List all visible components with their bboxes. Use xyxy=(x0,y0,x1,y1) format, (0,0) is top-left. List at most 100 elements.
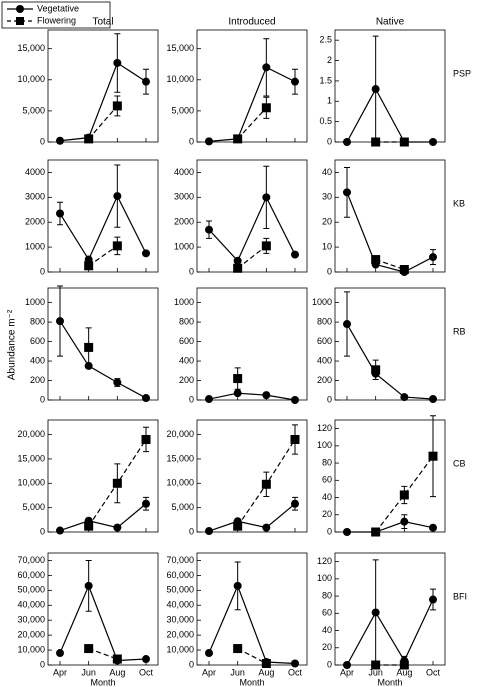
marker xyxy=(233,374,243,384)
marker xyxy=(262,193,271,202)
marker xyxy=(261,241,271,251)
y-tick-label: 15,000 xyxy=(166,453,194,463)
marker xyxy=(142,499,150,508)
plot-frame xyxy=(334,287,446,401)
y-tick-label: 30,000 xyxy=(166,615,194,625)
marker xyxy=(371,660,381,670)
y-tick-label: 20 xyxy=(322,509,332,519)
y-tick-label: 30 xyxy=(322,192,332,202)
y-tick-label: 15,000 xyxy=(166,43,194,53)
y-tick-label: 40,000 xyxy=(166,600,194,610)
marker xyxy=(261,479,271,489)
series-line xyxy=(59,194,147,261)
marker xyxy=(84,521,94,531)
marker xyxy=(233,521,243,531)
plot-frame xyxy=(47,552,159,666)
panel: 0 5,000 10,000 15,000 20,000 xyxy=(17,419,159,536)
series-line xyxy=(208,584,296,665)
y-tick-label: 600 xyxy=(317,336,332,346)
y-tick-label: 5,000 xyxy=(22,105,45,115)
y-tick-label: 5,000 xyxy=(22,502,45,512)
y-tick-label: 15,000 xyxy=(17,453,45,463)
x-tick-label: Oct xyxy=(139,667,154,677)
y-tick-label: 200 xyxy=(317,375,332,385)
y-tick-label: 40 xyxy=(322,625,332,635)
marker xyxy=(233,389,242,398)
marker xyxy=(113,192,122,201)
row-label: RB xyxy=(453,326,466,336)
plot-frame xyxy=(334,419,446,533)
panel: 0 200 400 600 800 1000 xyxy=(25,285,159,404)
marker xyxy=(429,138,437,146)
panel: 0 5,000 10,000 15,000 20,000 xyxy=(166,419,308,536)
marker xyxy=(84,261,94,271)
marker xyxy=(233,263,243,273)
marker xyxy=(262,391,271,400)
y-tick-label: 0 xyxy=(40,266,45,276)
y-tick-label: 0 xyxy=(40,136,45,146)
marker xyxy=(205,137,213,146)
y-tick-label: 60 xyxy=(322,608,332,618)
y-tick-label: 30,000 xyxy=(17,615,45,625)
y-tick-label: 2.5 xyxy=(319,35,332,45)
marker xyxy=(84,581,93,590)
series-line xyxy=(237,107,267,140)
marker xyxy=(399,137,409,147)
x-tick-label: Aug xyxy=(258,667,274,677)
panel: CB 0 20 40 60 80 100 120 xyxy=(317,415,466,537)
marker xyxy=(56,209,64,218)
y-tick-label: 0 xyxy=(327,266,332,276)
y-tick-label: 15,000 xyxy=(17,43,45,53)
row-label: CB xyxy=(453,458,466,468)
marker xyxy=(142,249,150,258)
y-tick-label: 200 xyxy=(179,375,194,385)
y-tick-label: 0 xyxy=(189,659,194,669)
marker xyxy=(291,250,299,259)
plot-frame xyxy=(196,287,308,401)
y-tick-label: 0 xyxy=(189,266,194,276)
marker xyxy=(141,434,151,444)
legend-marker xyxy=(16,17,24,25)
y-tick-label: 1000 xyxy=(174,241,194,251)
y-tick-label: 40 xyxy=(322,167,332,177)
legend-label: Flowering xyxy=(37,15,76,25)
y-tick-label: 0 xyxy=(327,136,332,146)
y-tick-label: 0 xyxy=(327,659,332,669)
panel: 0 1000 2000 3000 4000 xyxy=(25,159,159,276)
plot-frame xyxy=(334,552,446,666)
marker xyxy=(233,256,242,265)
series-line xyxy=(346,192,434,273)
marker xyxy=(205,527,213,536)
legend: Vegetative Flowering xyxy=(1,1,111,29)
y-tick-label: 40 xyxy=(322,492,332,502)
y-tick-label: 20 xyxy=(322,642,332,652)
y-tick-label: 3000 xyxy=(174,192,194,202)
y-tick-label: 1000 xyxy=(25,241,45,251)
marker xyxy=(113,58,122,67)
series-line xyxy=(237,648,267,665)
panel: BFI 0 20 40 60 80 100 120 Apr Jun Aug Oct Month xyxy=(317,552,467,687)
plot-frame xyxy=(196,552,308,666)
panel: 0 10,000 20,000 30,000 40,000 50,000 60,000 70,… xyxy=(166,552,308,687)
marker xyxy=(142,394,150,403)
plot-frame xyxy=(47,29,159,143)
x-tick-label: Apr xyxy=(202,667,216,677)
marker xyxy=(142,655,150,664)
panel: RB 0 200 400 600 800 1000 xyxy=(312,287,466,404)
y-tick-label: 4000 xyxy=(25,167,45,177)
marker xyxy=(205,649,213,658)
y-tick-label: 3000 xyxy=(25,192,45,202)
y-tick-label: 10,000 xyxy=(17,644,45,654)
panel: Total 0 5,000 10,000 15,000 xyxy=(17,17,159,146)
panel: Introduced 0 5,000 10,000 15,000 xyxy=(166,17,308,146)
series-line xyxy=(88,105,118,140)
marker xyxy=(371,527,381,537)
y-tick-label: 0 xyxy=(40,526,45,536)
y-tick-label: 800 xyxy=(317,316,332,326)
marker xyxy=(371,608,380,617)
marker xyxy=(205,225,213,234)
panel: 0 1000 2000 3000 4000 xyxy=(174,159,308,276)
marker xyxy=(291,499,299,508)
y-tick-label: 2000 xyxy=(25,217,45,227)
